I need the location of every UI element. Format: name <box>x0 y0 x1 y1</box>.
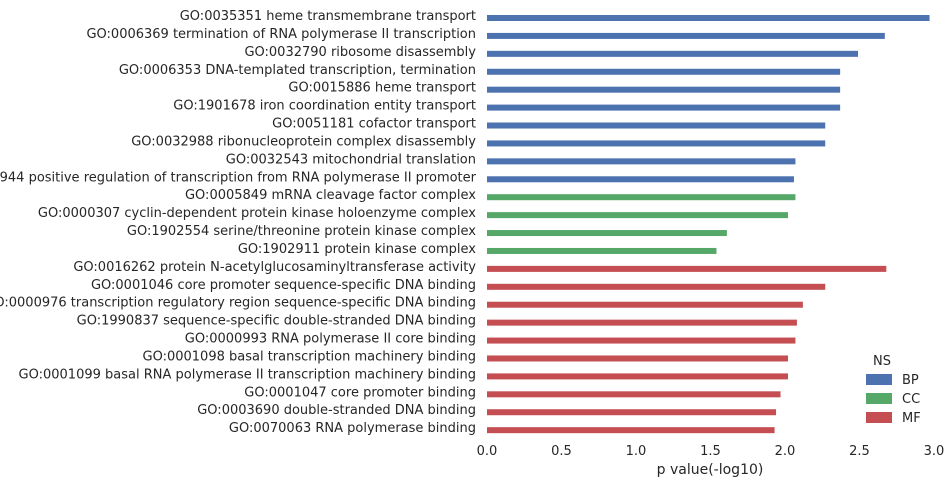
x-axis-label: p value(-log10) <box>657 462 764 478</box>
legend-swatch-cc <box>866 393 892 404</box>
legend-label-mf: MF <box>902 411 921 426</box>
legend-swatch-mf <box>866 412 892 423</box>
category-label: GO:0005849 mRNA cleavage factor complex <box>185 188 476 203</box>
bar-bp <box>487 50 859 57</box>
category-label: GO:0001099 basal RNA polymerase II trans… <box>19 367 476 382</box>
category-label: GO:0032988 ribonucleoprotein complex dis… <box>131 134 476 149</box>
x-tick-label: 0.5 <box>551 444 572 459</box>
bar-bp <box>487 86 841 93</box>
bar-bp <box>487 104 841 111</box>
category-label: GO:0045944 positive regulation of transc… <box>0 170 477 185</box>
category-label: GO:0035351 heme transmembrane transport <box>180 9 476 24</box>
x-tick-label: 1.5 <box>700 444 721 459</box>
x-tick-label: 2.0 <box>775 444 796 459</box>
bar-mf <box>487 427 775 434</box>
x-tick-label: 2.5 <box>849 444 870 459</box>
x-tick-label: 0.0 <box>477 444 498 459</box>
legend-title: NS <box>873 354 891 369</box>
bar-bp <box>487 68 841 75</box>
category-label: GO:0006369 termination of RNA polymerase… <box>86 27 476 42</box>
legend-label-cc: CC <box>902 392 920 407</box>
bar-bp <box>487 176 794 183</box>
bar-cc <box>487 230 727 237</box>
bar-cc <box>487 212 788 219</box>
bar-bp <box>487 140 826 147</box>
category-labels: GO:0035351 heme transmembrane transport G… <box>0 9 477 436</box>
category-label: GO:0001046 core promoter sequence-specif… <box>91 278 476 293</box>
bar-mf <box>487 283 826 290</box>
bar-mf <box>487 409 777 416</box>
category-label: GO:0016262 protein N-acetylglucosaminylt… <box>73 260 476 275</box>
category-label: GO:0001047 core promoter binding <box>244 385 476 400</box>
category-label: GO:0001098 basal transcription machinery… <box>143 349 477 364</box>
bar-bp <box>487 122 826 129</box>
x-axis-ticks: 0.0 0.5 1.0 1.5 2.0 2.5 3.0 <box>477 444 945 459</box>
category-label: GO:0006353 DNA-templated transcription, … <box>119 63 476 78</box>
bar-bp <box>487 15 930 21</box>
legend-label-bp: BP <box>902 373 919 388</box>
bar-mf <box>487 391 781 398</box>
bar-bp <box>487 32 885 39</box>
category-label: GO:1902911 protein kinase complex <box>238 242 476 257</box>
category-label: GO:0032790 ribosome disassembly <box>244 45 476 60</box>
bar-bp <box>487 158 796 165</box>
category-label: GO:0000307 cyclin-dependent protein kina… <box>38 206 476 221</box>
category-label: GO:1901678 iron coordination entity tran… <box>173 99 476 114</box>
legend-swatch-bp <box>866 374 892 385</box>
x-tick-label: 3.0 <box>924 444 945 459</box>
legend: NS BP CC MF <box>866 354 921 426</box>
category-label: GO:1990837 sequence-specific double-stra… <box>77 314 476 329</box>
bar-mf <box>487 337 796 344</box>
category-label: GO:0000976 transcription regulatory regi… <box>0 296 476 311</box>
category-label: GO:1902554 serine/threonine protein kina… <box>127 224 476 239</box>
bars <box>487 15 930 434</box>
bar-mf <box>487 265 887 272</box>
category-label: GO:0000993 RNA polymerase II core bindin… <box>185 332 476 347</box>
bar-cc <box>487 247 717 254</box>
bar-mf <box>487 373 788 380</box>
bar-mf <box>487 355 788 362</box>
bar-cc <box>487 194 796 201</box>
category-label: GO:0032543 mitochondrial translation <box>226 152 476 167</box>
bar-mf <box>487 319 797 326</box>
category-label: GO:0051181 cofactor transport <box>272 117 476 132</box>
x-tick-label: 1.0 <box>626 444 647 459</box>
category-label: GO:0003690 double-stranded DNA binding <box>197 403 476 418</box>
category-label: GO:0070063 RNA polymerase binding <box>229 421 476 436</box>
bar-mf <box>487 301 803 308</box>
category-label: GO:0015886 heme transport <box>288 81 476 96</box>
